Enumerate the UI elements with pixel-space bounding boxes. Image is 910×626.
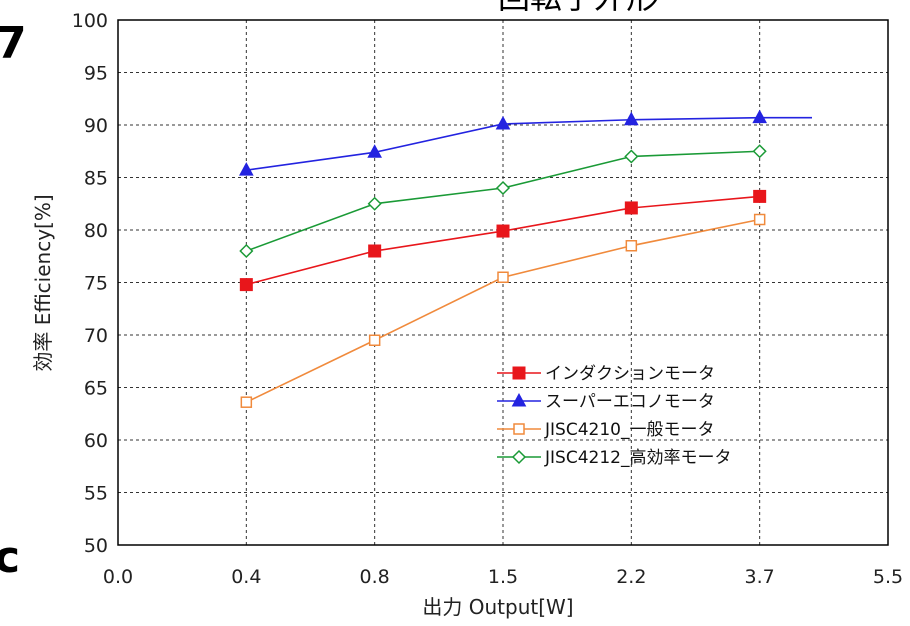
- data-point-series-2: [623, 111, 639, 126]
- x-tick-labels: 0.0 0.4 0.8 1.5 2.2 3.7 5.5: [103, 566, 903, 588]
- series-lines: [245, 116, 812, 403]
- y-tick-label: 55: [84, 483, 108, 505]
- data-point-series-4: [239, 243, 254, 259]
- series-line-1: [246, 195, 760, 286]
- data-point-series-4: [752, 144, 767, 159]
- y-tick-label: 100: [72, 10, 108, 32]
- x-tick-label: 0.8: [360, 566, 390, 588]
- x-axis-title: 出力 Output[W]: [422, 595, 573, 619]
- y-tick-label: 80: [84, 220, 108, 242]
- legend-label: JISC4210_一般モータ: [544, 420, 714, 440]
- data-point-series-1: [368, 244, 382, 258]
- data-point-series-2: [495, 115, 511, 130]
- y-tick-label: 60: [84, 430, 108, 452]
- data-point-series-3: [497, 271, 509, 283]
- data-point-series-4: [495, 180, 511, 196]
- data-point-series-1: [496, 224, 510, 238]
- x-tick-label: 0.0: [103, 566, 133, 588]
- y-tick-label: 65: [84, 378, 108, 400]
- legend-label: JISC4212_高効率モータ: [544, 448, 731, 468]
- data-point-series-3: [625, 240, 638, 252]
- edge-glyph-bottom-left: c: [0, 532, 20, 583]
- y-tick-labels: 50 55 60 65 70 75 80 85 90 95 100: [72, 10, 108, 557]
- y-axis-title: 効率 Efficiency[%]: [31, 194, 55, 371]
- data-point-series-2: [367, 144, 383, 158]
- data-point-series-4: [624, 149, 639, 164]
- y-tick-label: 95: [84, 63, 108, 85]
- x-tick-label: 5.5: [873, 566, 903, 588]
- x-tick-label: 2.2: [616, 566, 646, 588]
- data-point-series-2: [238, 162, 254, 176]
- legend-label: スーパーエコノモータ: [545, 392, 715, 412]
- data-point-series-3: [753, 213, 766, 226]
- data-point-series-1: [753, 189, 767, 203]
- data-point-series-3: [240, 396, 253, 408]
- data-point-series-1: [239, 278, 253, 292]
- y-tick-label: 90: [84, 115, 108, 137]
- legend-swatch-marker: [511, 449, 527, 465]
- data-point-series-2: [752, 109, 768, 124]
- plot-area-frame: [117, 19, 889, 546]
- chart-title: 回転子外形: [498, 0, 658, 16]
- y-tick-label: 85: [84, 168, 108, 190]
- edge-glyph-top-left: 7: [0, 18, 27, 69]
- legend-swatch-marker: [513, 423, 525, 435]
- data-point-series-1: [624, 201, 638, 215]
- y-tick-label: 75: [84, 273, 108, 295]
- data-point-series-3: [368, 334, 381, 346]
- y-tick-label: 70: [84, 325, 108, 347]
- legend-swatch-marker: [512, 366, 526, 380]
- x-tick-label: 1.5: [488, 566, 518, 588]
- series-markers: [238, 109, 768, 408]
- legend-label: インダクションモータ: [545, 364, 715, 384]
- y-tick-label: 50: [84, 535, 108, 557]
- x-tick-label: 3.7: [745, 566, 775, 588]
- x-tick-label: 0.4: [231, 566, 261, 588]
- legend-swatch-marker: [511, 392, 527, 407]
- data-point-series-4: [367, 196, 382, 211]
